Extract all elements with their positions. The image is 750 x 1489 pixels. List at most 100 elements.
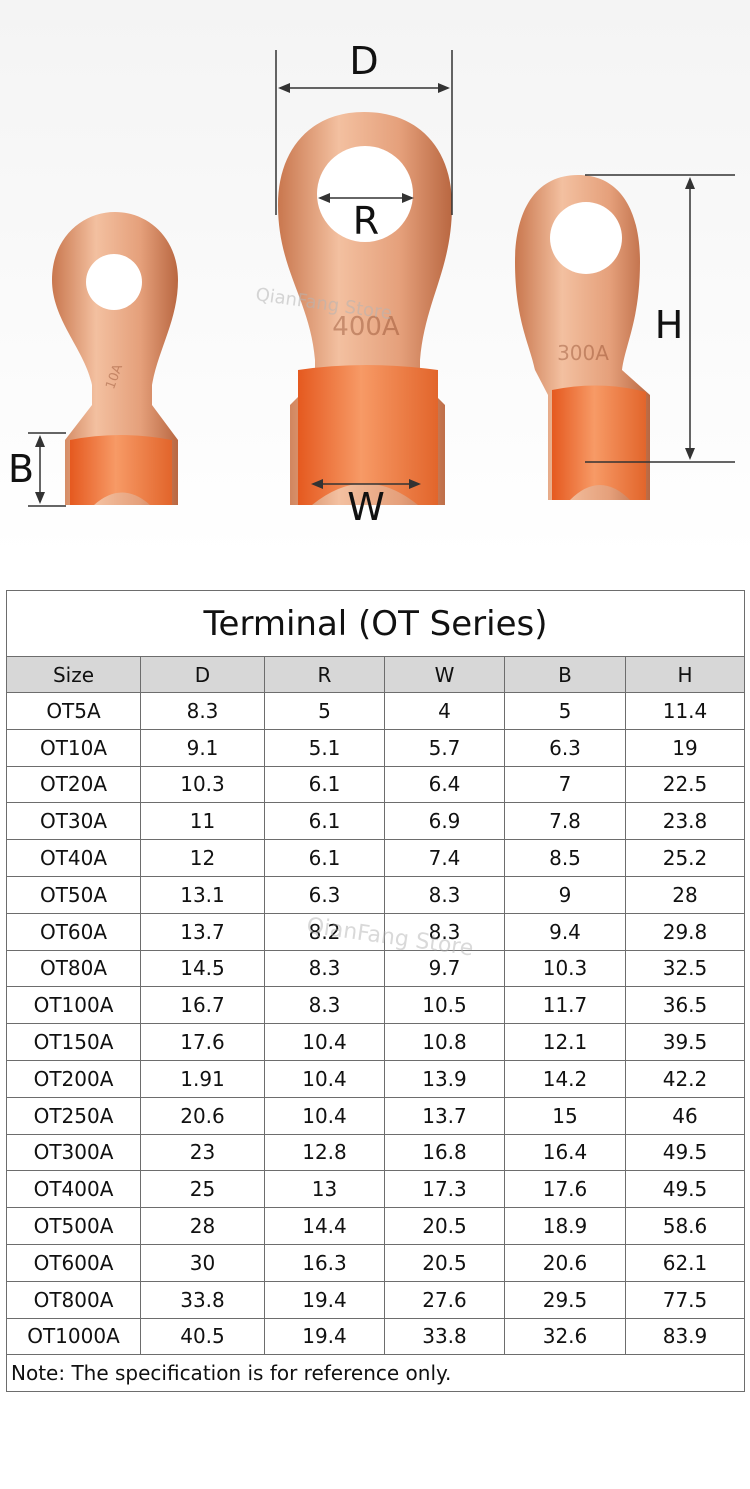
cell-size: OT400A xyxy=(6,1170,141,1209)
cell-w: 13.9 xyxy=(384,1059,505,1098)
cell-h: 42.2 xyxy=(624,1059,746,1098)
col-header-d: D xyxy=(140,656,265,693)
cell-size: OT800A xyxy=(6,1280,141,1319)
cell-h: 29.8 xyxy=(624,912,746,951)
cell-b: 20.6 xyxy=(504,1243,626,1282)
cell-d: 14.5 xyxy=(140,949,265,988)
cell-w: 5.7 xyxy=(384,728,505,767)
stamp-right: 300A xyxy=(557,341,609,365)
col-header-w: W xyxy=(384,656,505,693)
cell-b: 9 xyxy=(504,875,626,914)
dim-label-h: H xyxy=(655,303,684,347)
cell-size: OT150A xyxy=(6,1023,141,1061)
cell-w: 10.5 xyxy=(384,986,505,1025)
cell-d: 20.6 xyxy=(140,1096,265,1135)
col-header-size: Size xyxy=(6,656,141,693)
col-header-h: H xyxy=(624,656,746,693)
cell-size: OT20A xyxy=(6,765,141,804)
cell-size: OT60A xyxy=(6,912,141,951)
cell-d: 40.5 xyxy=(140,1317,265,1356)
dimension-d: D xyxy=(275,39,453,215)
cell-r: 6.3 xyxy=(264,875,385,914)
cell-b: 14.2 xyxy=(504,1059,626,1098)
cell-h: 11.4 xyxy=(624,692,746,730)
dim-label-b: B xyxy=(8,447,34,491)
cell-d: 28 xyxy=(140,1207,265,1245)
table-row: OT10A 9.1 5.1 5.7 6.3 19 xyxy=(6,728,746,767)
cell-h: 25.2 xyxy=(624,839,746,877)
table-row: OT250A 20.6 10.4 13.7 15 46 xyxy=(6,1096,746,1135)
cell-d: 17.6 xyxy=(140,1023,265,1061)
table-row: OT50A 13.1 6.3 8.3 9 28 xyxy=(6,875,746,914)
cell-b: 16.4 xyxy=(504,1133,626,1172)
cell-w: 8.3 xyxy=(384,875,505,914)
cell-h: 19 xyxy=(624,728,746,767)
table-row: OT60A 13.7 8.2 8.3 9.4 29.8 xyxy=(6,912,746,951)
cell-h: 83.9 xyxy=(624,1317,746,1356)
cell-d: 10.3 xyxy=(140,765,265,804)
spec-table-container: Terminal (OT Series) Size D R W B H OT5A… xyxy=(5,590,746,1393)
cell-b: 18.9 xyxy=(504,1207,626,1245)
cell-size: OT30A xyxy=(6,802,141,841)
cell-r: 10.4 xyxy=(264,1059,385,1098)
cell-b: 15 xyxy=(504,1096,626,1135)
cell-size: OT250A xyxy=(6,1096,141,1135)
cell-size: OT1000A xyxy=(6,1317,141,1356)
cell-r: 6.1 xyxy=(264,802,385,841)
cell-w: 8.3 xyxy=(384,912,505,951)
table-body: OT5A 8.3 5 4 5 11.4 OT10A 9.1 5.1 5.7 6.3 19 OT20A 10… xyxy=(6,692,746,1356)
terminal-lugs-illustration: 10A 400A QianFang Store 300A D R W xyxy=(0,0,750,560)
table-row: OT100A 16.7 8.3 10.5 11.7 36.5 xyxy=(6,986,746,1025)
cell-h: 77.5 xyxy=(624,1280,746,1319)
lug-right: 300A xyxy=(515,175,650,500)
cell-w: 13.7 xyxy=(384,1096,505,1135)
lug-middle: 400A QianFang Store xyxy=(254,112,452,505)
cell-h: 23.8 xyxy=(624,802,746,841)
dim-label-w: W xyxy=(347,485,385,529)
cell-h: 32.5 xyxy=(624,949,746,988)
cell-h: 49.5 xyxy=(624,1133,746,1172)
cell-r: 10.4 xyxy=(264,1096,385,1135)
cell-h: 58.6 xyxy=(624,1207,746,1245)
cell-b: 7 xyxy=(504,765,626,804)
table-row: OT40A 12 6.1 7.4 8.5 25.2 xyxy=(6,839,746,877)
table-row: OT600A 30 16.3 20.5 20.6 62.1 xyxy=(6,1243,746,1282)
cell-d: 8.3 xyxy=(140,692,265,730)
cell-w: 16.8 xyxy=(384,1133,505,1172)
cell-r: 16.3 xyxy=(264,1243,385,1282)
cell-w: 33.8 xyxy=(384,1317,505,1356)
dim-label-r: R xyxy=(353,199,379,243)
table-row: OT150A 17.6 10.4 10.8 12.1 39.5 xyxy=(6,1023,746,1061)
table-note: Note: The specification is for reference… xyxy=(5,1354,746,1393)
cell-d: 23 xyxy=(140,1133,265,1172)
cell-r: 5 xyxy=(264,692,385,730)
stamp-middle: 400A xyxy=(332,312,400,342)
lug-left: 10A xyxy=(52,212,178,505)
table-row: OT200A 1.91 10.4 13.9 14.2 42.2 xyxy=(6,1059,746,1098)
cell-d: 16.7 xyxy=(140,986,265,1025)
table-header-row: Size D R W B H xyxy=(6,656,746,693)
col-header-r: R xyxy=(264,656,385,693)
table-row: OT800A 33.8 19.4 27.6 29.5 77.5 xyxy=(6,1280,746,1319)
cell-h: 36.5 xyxy=(624,986,746,1025)
cell-h: 49.5 xyxy=(624,1170,746,1209)
cell-size: OT100A xyxy=(6,986,141,1025)
dimension-h: H xyxy=(585,174,735,463)
dimension-b: B xyxy=(8,432,66,507)
dim-label-d: D xyxy=(349,39,378,83)
cell-r: 10.4 xyxy=(264,1023,385,1061)
cell-size: OT40A xyxy=(6,839,141,877)
cell-b: 7.8 xyxy=(504,802,626,841)
cell-h: 46 xyxy=(624,1096,746,1135)
cell-b: 17.6 xyxy=(504,1170,626,1209)
product-photo: 10A 400A QianFang Store 300A D R W xyxy=(0,0,750,560)
cell-r: 8.3 xyxy=(264,986,385,1025)
cell-r: 8.2 xyxy=(264,912,385,951)
cell-d: 33.8 xyxy=(140,1280,265,1319)
cell-b: 12.1 xyxy=(504,1023,626,1061)
cell-d: 13.1 xyxy=(140,875,265,914)
cell-h: 22.5 xyxy=(624,765,746,804)
table-row: OT500A 28 14.4 20.5 18.9 58.6 xyxy=(6,1207,746,1245)
cell-size: OT200A xyxy=(6,1059,141,1098)
table-row: OT20A 10.3 6.1 6.4 7 22.5 xyxy=(6,765,746,804)
